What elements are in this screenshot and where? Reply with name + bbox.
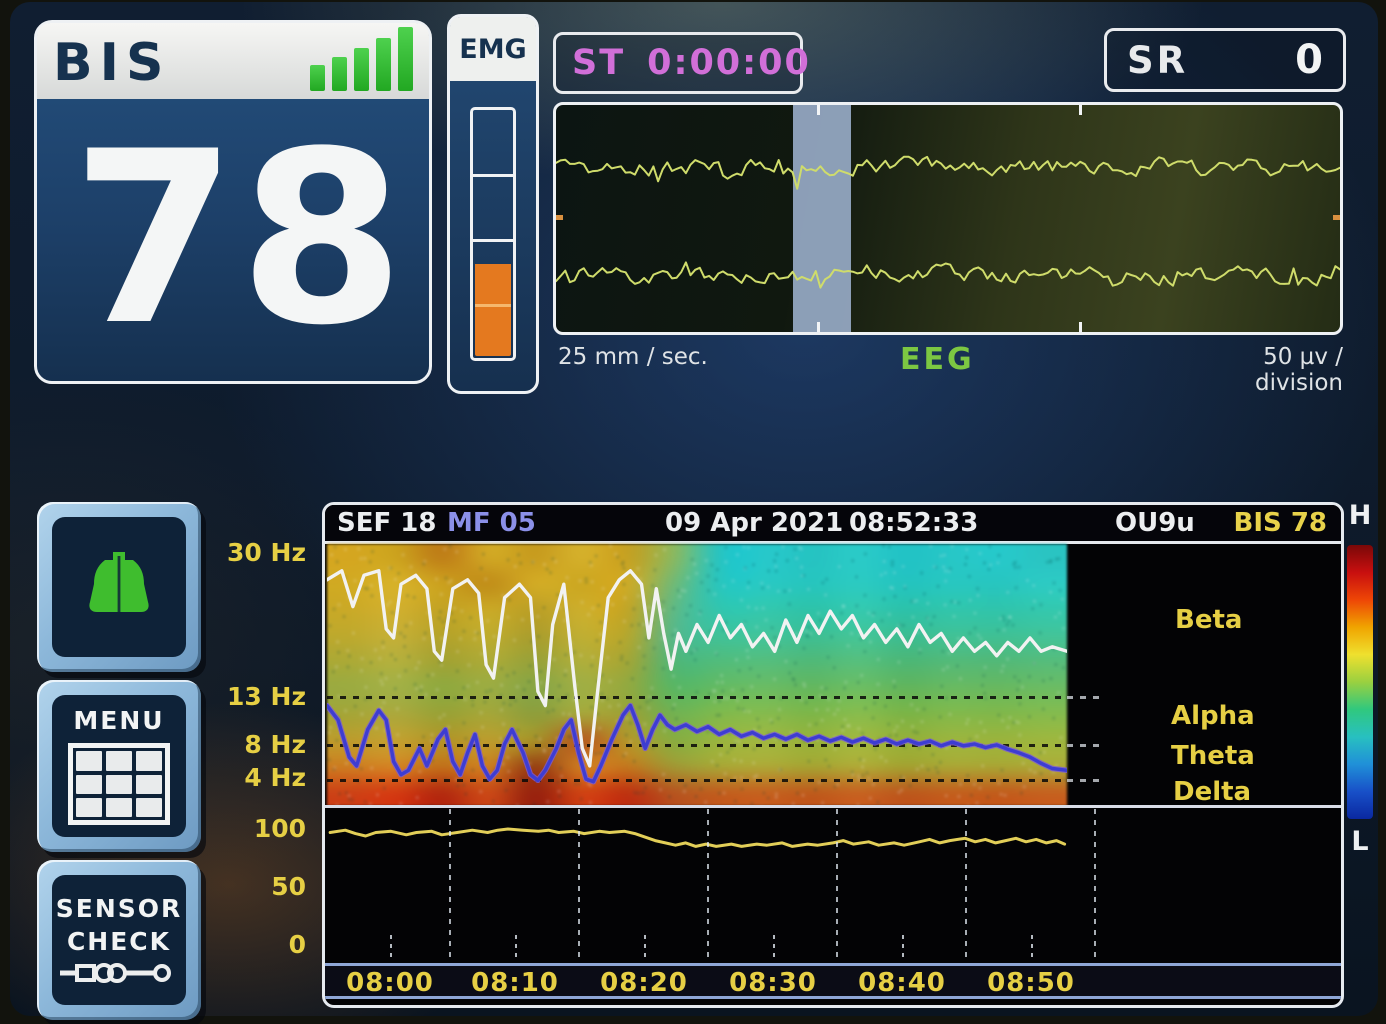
eeg-side-tick — [556, 215, 563, 220]
trend-minor-tick — [390, 935, 392, 961]
trend-gridline — [1094, 809, 1096, 961]
time-label: 08:20 — [600, 968, 688, 998]
time-axis-bar: 08:00 08:10 08:20 08:30 08:40 08:50 — [325, 963, 1341, 999]
trend-gridline — [836, 809, 838, 961]
sensor-check-label-2: CHECK — [66, 927, 172, 956]
time-readout: 08:52:33 — [849, 508, 979, 538]
eeg-tick — [1079, 322, 1082, 332]
freq-label-13hz: 13 Hz — [227, 682, 306, 711]
bis-panel-header: BIS — [37, 23, 429, 99]
trend-ylabel-50: 50 — [271, 872, 306, 901]
eeg-tick — [817, 322, 820, 332]
bis-value: 78 — [71, 101, 407, 378]
signal-bar — [398, 27, 413, 91]
st-value: 0:00:00 — [647, 43, 811, 83]
band-label-beta: Beta — [1175, 605, 1243, 635]
colorbar-low-label: L — [1351, 826, 1369, 857]
trend-ylabel-100: 100 — [253, 814, 306, 843]
emg-fill-bar — [475, 263, 511, 356]
signal-bar — [376, 38, 391, 91]
eeg-waveforms — [556, 155, 1340, 289]
signal-bar — [354, 48, 369, 91]
st-label: ST — [572, 43, 626, 83]
dsa-header-bar: SEF 18 MF 05 09 Apr 2021 08:52:33 OU9u B… — [325, 505, 1341, 544]
emg-tick-lower — [473, 238, 513, 242]
emg-tick-upper — [473, 174, 513, 178]
freq-label-4hz: 4 Hz — [244, 763, 306, 792]
sr-value: 0 — [1295, 37, 1323, 83]
trend-minor-tick — [902, 935, 904, 961]
colorbar-high-label: H — [1348, 500, 1372, 531]
sef-readout: SEF 18 — [337, 508, 437, 538]
dsa-gridline-8hz — [327, 744, 1067, 747]
dsa-trend-panel: SEF 18 MF 05 09 Apr 2021 08:52:33 OU9u B… — [322, 502, 1344, 1008]
time-label: 08:30 — [729, 968, 817, 998]
bis-trend-plot — [328, 827, 1067, 848]
band-label-alpha: Alpha — [1171, 701, 1255, 731]
freq-label-30hz: 30 Hz — [227, 538, 306, 567]
trend-minor-tick — [1031, 935, 1033, 961]
time-label: 08:50 — [987, 968, 1075, 998]
emg-label: EMG — [450, 17, 536, 81]
dsa-gridline-ext — [1067, 696, 1099, 699]
menu-button-label: MENU — [73, 705, 165, 735]
time-label: 08:10 — [471, 968, 559, 998]
time-label: 08:40 — [858, 968, 946, 998]
sensor-cable-icon — [60, 962, 171, 983]
signal-strength-icon — [310, 27, 413, 91]
trend-gridline — [578, 809, 580, 961]
trend-minor-tick — [644, 935, 646, 961]
band-label-theta: Theta — [1171, 741, 1255, 771]
sr-box: SR 0 — [1104, 28, 1346, 92]
eeg-sweep-speed-label: 25 mm / sec. — [558, 344, 708, 370]
dsa-colorbar — [1347, 545, 1373, 819]
dsa-gridline-13hz — [327, 696, 1067, 699]
signal-bar — [310, 65, 325, 91]
bis-readout: BIS 78 — [1233, 508, 1327, 538]
bis-panel: BIS 78 — [34, 20, 432, 384]
trend-ylabel-0: 0 — [288, 930, 306, 959]
alarm-button[interactable] — [37, 502, 201, 672]
sr-label: SR — [1127, 38, 1189, 82]
eeg-title: EEG — [900, 342, 975, 377]
time-label: 08:00 — [346, 968, 434, 998]
dsa-gridline-ext — [1067, 744, 1099, 747]
eeg-sweep-cursor — [793, 105, 851, 332]
date-readout: 09 Apr 2021 — [665, 508, 844, 538]
dsa-gridline-ext — [1067, 779, 1099, 782]
panel-separator — [325, 805, 1341, 808]
patient-id: OU9u — [1115, 508, 1195, 538]
trend-gridline — [965, 809, 967, 961]
bis-label: BIS — [53, 33, 171, 93]
signal-bar — [332, 57, 347, 91]
dsa-gridline-4hz — [327, 779, 1067, 782]
emg-panel: EMG — [447, 14, 539, 394]
trend-gridline — [707, 809, 709, 961]
monitor-screen: BIS 78 EMG ST 0:00:00 SR 0 25 mm — [10, 2, 1378, 1020]
band-label-delta: Delta — [1173, 777, 1252, 807]
emg-gauge — [470, 107, 516, 361]
menu-grid-icon — [68, 743, 170, 826]
emg-fill-divider — [475, 304, 511, 308]
trend-minor-tick — [773, 935, 775, 961]
eeg-tick — [817, 105, 820, 115]
freq-label-8hz: 8 Hz — [244, 730, 306, 759]
sensor-check-button[interactable]: SENSOR CHECK — [37, 860, 201, 1020]
trend-gridline — [449, 809, 451, 961]
bell-icon — [89, 552, 149, 614]
eeg-scale-label: 50 µv / division — [1254, 344, 1343, 396]
sensor-check-label-1: SENSOR — [55, 894, 183, 924]
st-timer-box: ST 0:00:00 — [553, 32, 809, 94]
eeg-tick — [1079, 105, 1082, 115]
eeg-scope — [553, 102, 1343, 335]
menu-button[interactable]: MENU — [37, 680, 201, 852]
trend-minor-tick — [515, 935, 517, 961]
dsa-traces — [327, 569, 1067, 785]
mf-readout: MF 05 — [447, 508, 536, 538]
eeg-side-tick — [1333, 215, 1340, 220]
